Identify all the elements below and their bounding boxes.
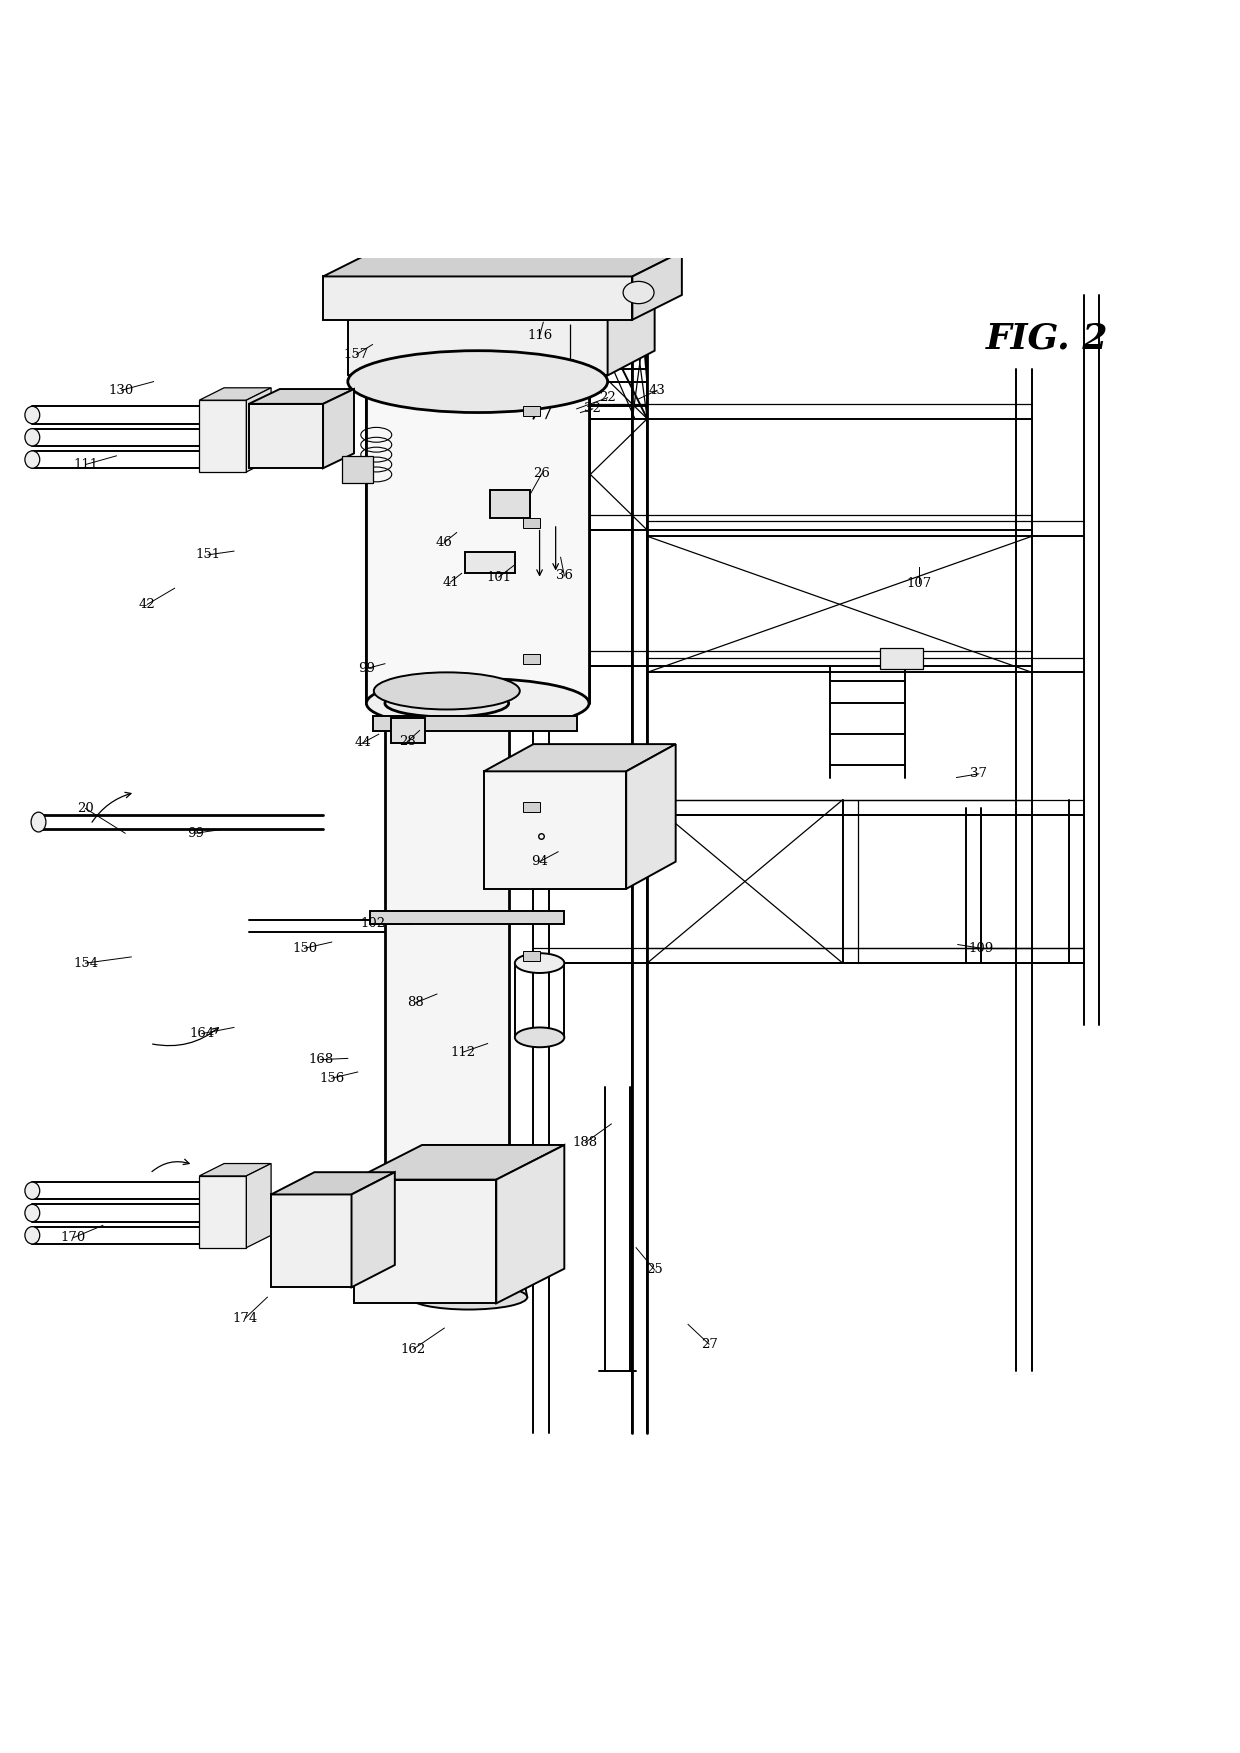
Text: 170: 170 bbox=[61, 1231, 86, 1245]
Polygon shape bbox=[384, 1199, 527, 1297]
Text: 116: 116 bbox=[527, 330, 552, 342]
Text: 109: 109 bbox=[968, 941, 994, 955]
Ellipse shape bbox=[384, 1185, 508, 1211]
Polygon shape bbox=[324, 252, 682, 277]
Polygon shape bbox=[370, 912, 564, 924]
Text: 26: 26 bbox=[533, 466, 551, 480]
Polygon shape bbox=[626, 743, 676, 889]
Text: 28: 28 bbox=[399, 735, 415, 749]
Text: 42: 42 bbox=[139, 598, 156, 610]
Text: 27: 27 bbox=[701, 1338, 718, 1350]
Text: 111: 111 bbox=[73, 458, 98, 472]
Polygon shape bbox=[372, 715, 577, 731]
Text: FIG. 2: FIG. 2 bbox=[986, 321, 1109, 356]
Polygon shape bbox=[384, 703, 508, 1199]
Text: 46: 46 bbox=[436, 536, 453, 549]
Polygon shape bbox=[523, 654, 539, 664]
Polygon shape bbox=[351, 1173, 394, 1287]
Polygon shape bbox=[353, 1145, 564, 1180]
Polygon shape bbox=[391, 719, 424, 743]
Text: 88: 88 bbox=[408, 996, 424, 1010]
Text: 99: 99 bbox=[358, 663, 374, 675]
Text: 156: 156 bbox=[319, 1071, 345, 1085]
Polygon shape bbox=[200, 1176, 247, 1248]
Text: 112: 112 bbox=[450, 1047, 475, 1059]
Text: 44: 44 bbox=[355, 736, 371, 749]
Text: 36: 36 bbox=[556, 570, 573, 582]
Text: 157: 157 bbox=[343, 347, 370, 361]
Polygon shape bbox=[632, 252, 682, 319]
Polygon shape bbox=[523, 407, 539, 415]
Ellipse shape bbox=[409, 1285, 527, 1309]
Ellipse shape bbox=[25, 407, 40, 424]
Polygon shape bbox=[465, 552, 515, 573]
Polygon shape bbox=[272, 1194, 351, 1287]
Text: 37: 37 bbox=[970, 768, 987, 780]
Text: 101: 101 bbox=[486, 570, 511, 584]
Polygon shape bbox=[490, 491, 529, 517]
Polygon shape bbox=[272, 1173, 394, 1194]
Text: 20: 20 bbox=[77, 801, 94, 815]
Polygon shape bbox=[247, 387, 272, 472]
Text: 22: 22 bbox=[599, 391, 616, 405]
Text: 32: 32 bbox=[584, 403, 601, 415]
Text: 188: 188 bbox=[573, 1136, 598, 1148]
Text: 151: 151 bbox=[196, 549, 221, 561]
Polygon shape bbox=[200, 387, 272, 400]
Polygon shape bbox=[347, 319, 608, 375]
Text: 162: 162 bbox=[401, 1343, 427, 1355]
Ellipse shape bbox=[515, 1027, 564, 1047]
Text: 99: 99 bbox=[187, 827, 205, 840]
Text: 164: 164 bbox=[190, 1027, 215, 1040]
Text: 154: 154 bbox=[73, 957, 98, 969]
Polygon shape bbox=[347, 295, 655, 319]
Polygon shape bbox=[342, 456, 372, 484]
Text: 94: 94 bbox=[531, 855, 548, 868]
Polygon shape bbox=[200, 400, 247, 472]
Polygon shape bbox=[200, 1164, 272, 1176]
Ellipse shape bbox=[622, 282, 653, 303]
Polygon shape bbox=[523, 517, 539, 528]
Ellipse shape bbox=[515, 954, 564, 973]
Ellipse shape bbox=[25, 1204, 40, 1222]
Ellipse shape bbox=[25, 1227, 40, 1245]
Polygon shape bbox=[324, 277, 632, 319]
Ellipse shape bbox=[376, 1175, 518, 1210]
Ellipse shape bbox=[25, 451, 40, 468]
Polygon shape bbox=[484, 771, 626, 889]
Ellipse shape bbox=[366, 678, 589, 727]
Polygon shape bbox=[523, 950, 539, 961]
Polygon shape bbox=[353, 1180, 496, 1302]
Polygon shape bbox=[247, 1164, 272, 1248]
Ellipse shape bbox=[25, 429, 40, 445]
Text: 174: 174 bbox=[232, 1311, 258, 1325]
Text: 41: 41 bbox=[443, 575, 459, 589]
Ellipse shape bbox=[25, 1182, 40, 1199]
Ellipse shape bbox=[384, 689, 508, 717]
Polygon shape bbox=[496, 1145, 564, 1302]
Polygon shape bbox=[324, 389, 353, 468]
Polygon shape bbox=[484, 743, 676, 771]
Text: 130: 130 bbox=[109, 384, 134, 396]
Polygon shape bbox=[366, 382, 589, 703]
Text: 107: 107 bbox=[906, 577, 932, 589]
Polygon shape bbox=[249, 389, 353, 403]
Polygon shape bbox=[249, 403, 324, 468]
Text: 168: 168 bbox=[308, 1054, 334, 1066]
Text: 150: 150 bbox=[291, 941, 317, 955]
Text: 25: 25 bbox=[646, 1264, 663, 1276]
Text: 43: 43 bbox=[649, 384, 666, 396]
Ellipse shape bbox=[31, 812, 46, 833]
Ellipse shape bbox=[373, 673, 520, 710]
Ellipse shape bbox=[347, 351, 608, 412]
Polygon shape bbox=[523, 803, 539, 812]
Polygon shape bbox=[608, 295, 655, 375]
Text: 102: 102 bbox=[360, 917, 386, 931]
Polygon shape bbox=[880, 647, 923, 668]
